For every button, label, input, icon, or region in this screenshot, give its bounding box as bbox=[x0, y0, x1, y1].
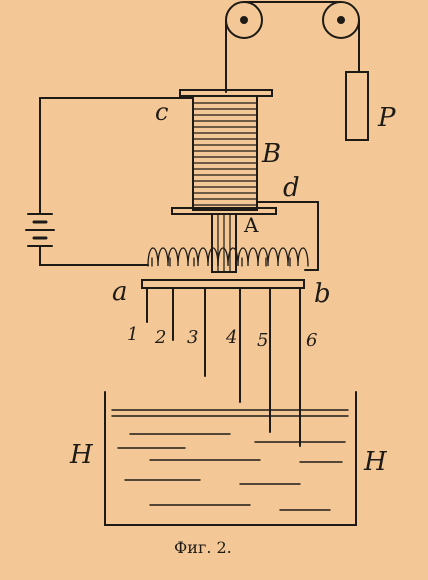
weight-p bbox=[345, 71, 369, 141]
rod-number-4: 4 bbox=[225, 327, 237, 348]
rod-number-2: 2 bbox=[154, 327, 166, 348]
rod-number-5: 5 bbox=[257, 330, 268, 351]
wire-c-to-battery bbox=[39, 97, 194, 215]
label-p: P bbox=[377, 103, 396, 133]
label-c: c bbox=[155, 98, 168, 126]
armature-core bbox=[211, 213, 237, 273]
label-h-left: H bbox=[69, 440, 94, 470]
rod-number-1: 1 bbox=[127, 324, 138, 345]
left-pulley bbox=[225, 1, 263, 39]
contact-rods bbox=[146, 287, 301, 447]
label-a-armature: A bbox=[243, 213, 259, 237]
rod-number-6: 6 bbox=[306, 330, 317, 351]
rod-number-3: 3 bbox=[187, 327, 198, 348]
label-a: a bbox=[112, 277, 128, 307]
wire-d-to-b bbox=[256, 201, 319, 271]
wire-battery-to-coils bbox=[39, 245, 149, 266]
pulley-cord bbox=[225, 1, 360, 93]
contact-springs bbox=[147, 247, 309, 267]
label-b-coil: B bbox=[261, 139, 281, 169]
support-plate-ab bbox=[141, 279, 305, 289]
figure-caption: Фиг. 2. bbox=[174, 538, 232, 557]
battery bbox=[25, 213, 55, 247]
right-pulley bbox=[322, 1, 360, 39]
vessel bbox=[104, 391, 357, 526]
label-d: d bbox=[283, 173, 300, 203]
liquid-surface bbox=[111, 409, 349, 511]
label-h-right: H bbox=[363, 447, 388, 477]
solenoid-coil bbox=[171, 89, 277, 215]
label-b: b bbox=[314, 279, 331, 309]
